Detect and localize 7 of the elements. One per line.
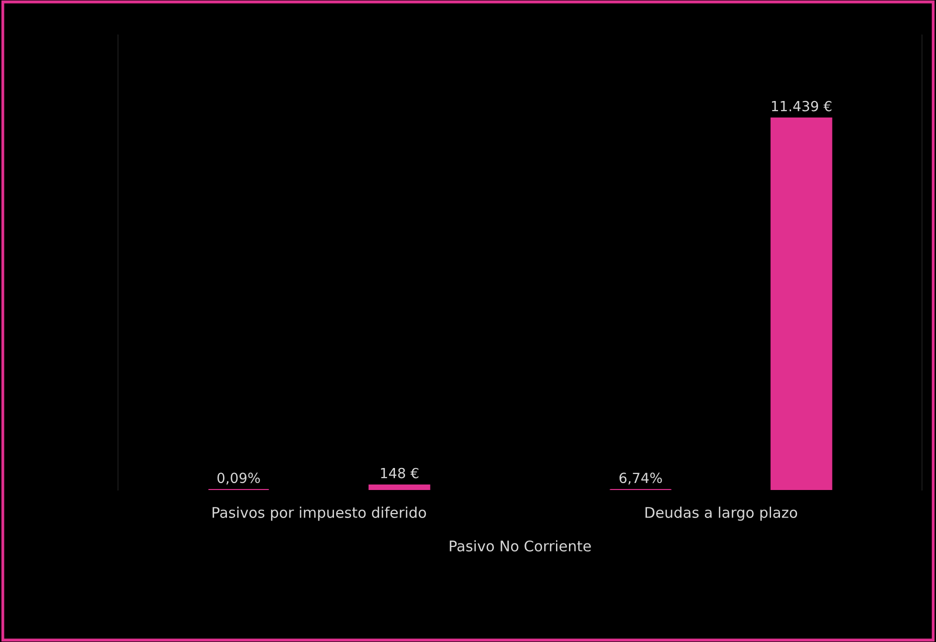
x-tick-label: Pasivos por impuesto diferido (212, 506, 426, 521)
data-label: 0,09% (217, 472, 260, 485)
data-label: 11.439 € (772, 100, 832, 112)
x-axis-title: Pasivo No Corriente (450, 540, 591, 552)
data-label: 6,74% (620, 472, 662, 485)
data-label: 148 € (381, 468, 418, 478)
x-tick-label: Deudas a largo plazo (646, 506, 798, 521)
